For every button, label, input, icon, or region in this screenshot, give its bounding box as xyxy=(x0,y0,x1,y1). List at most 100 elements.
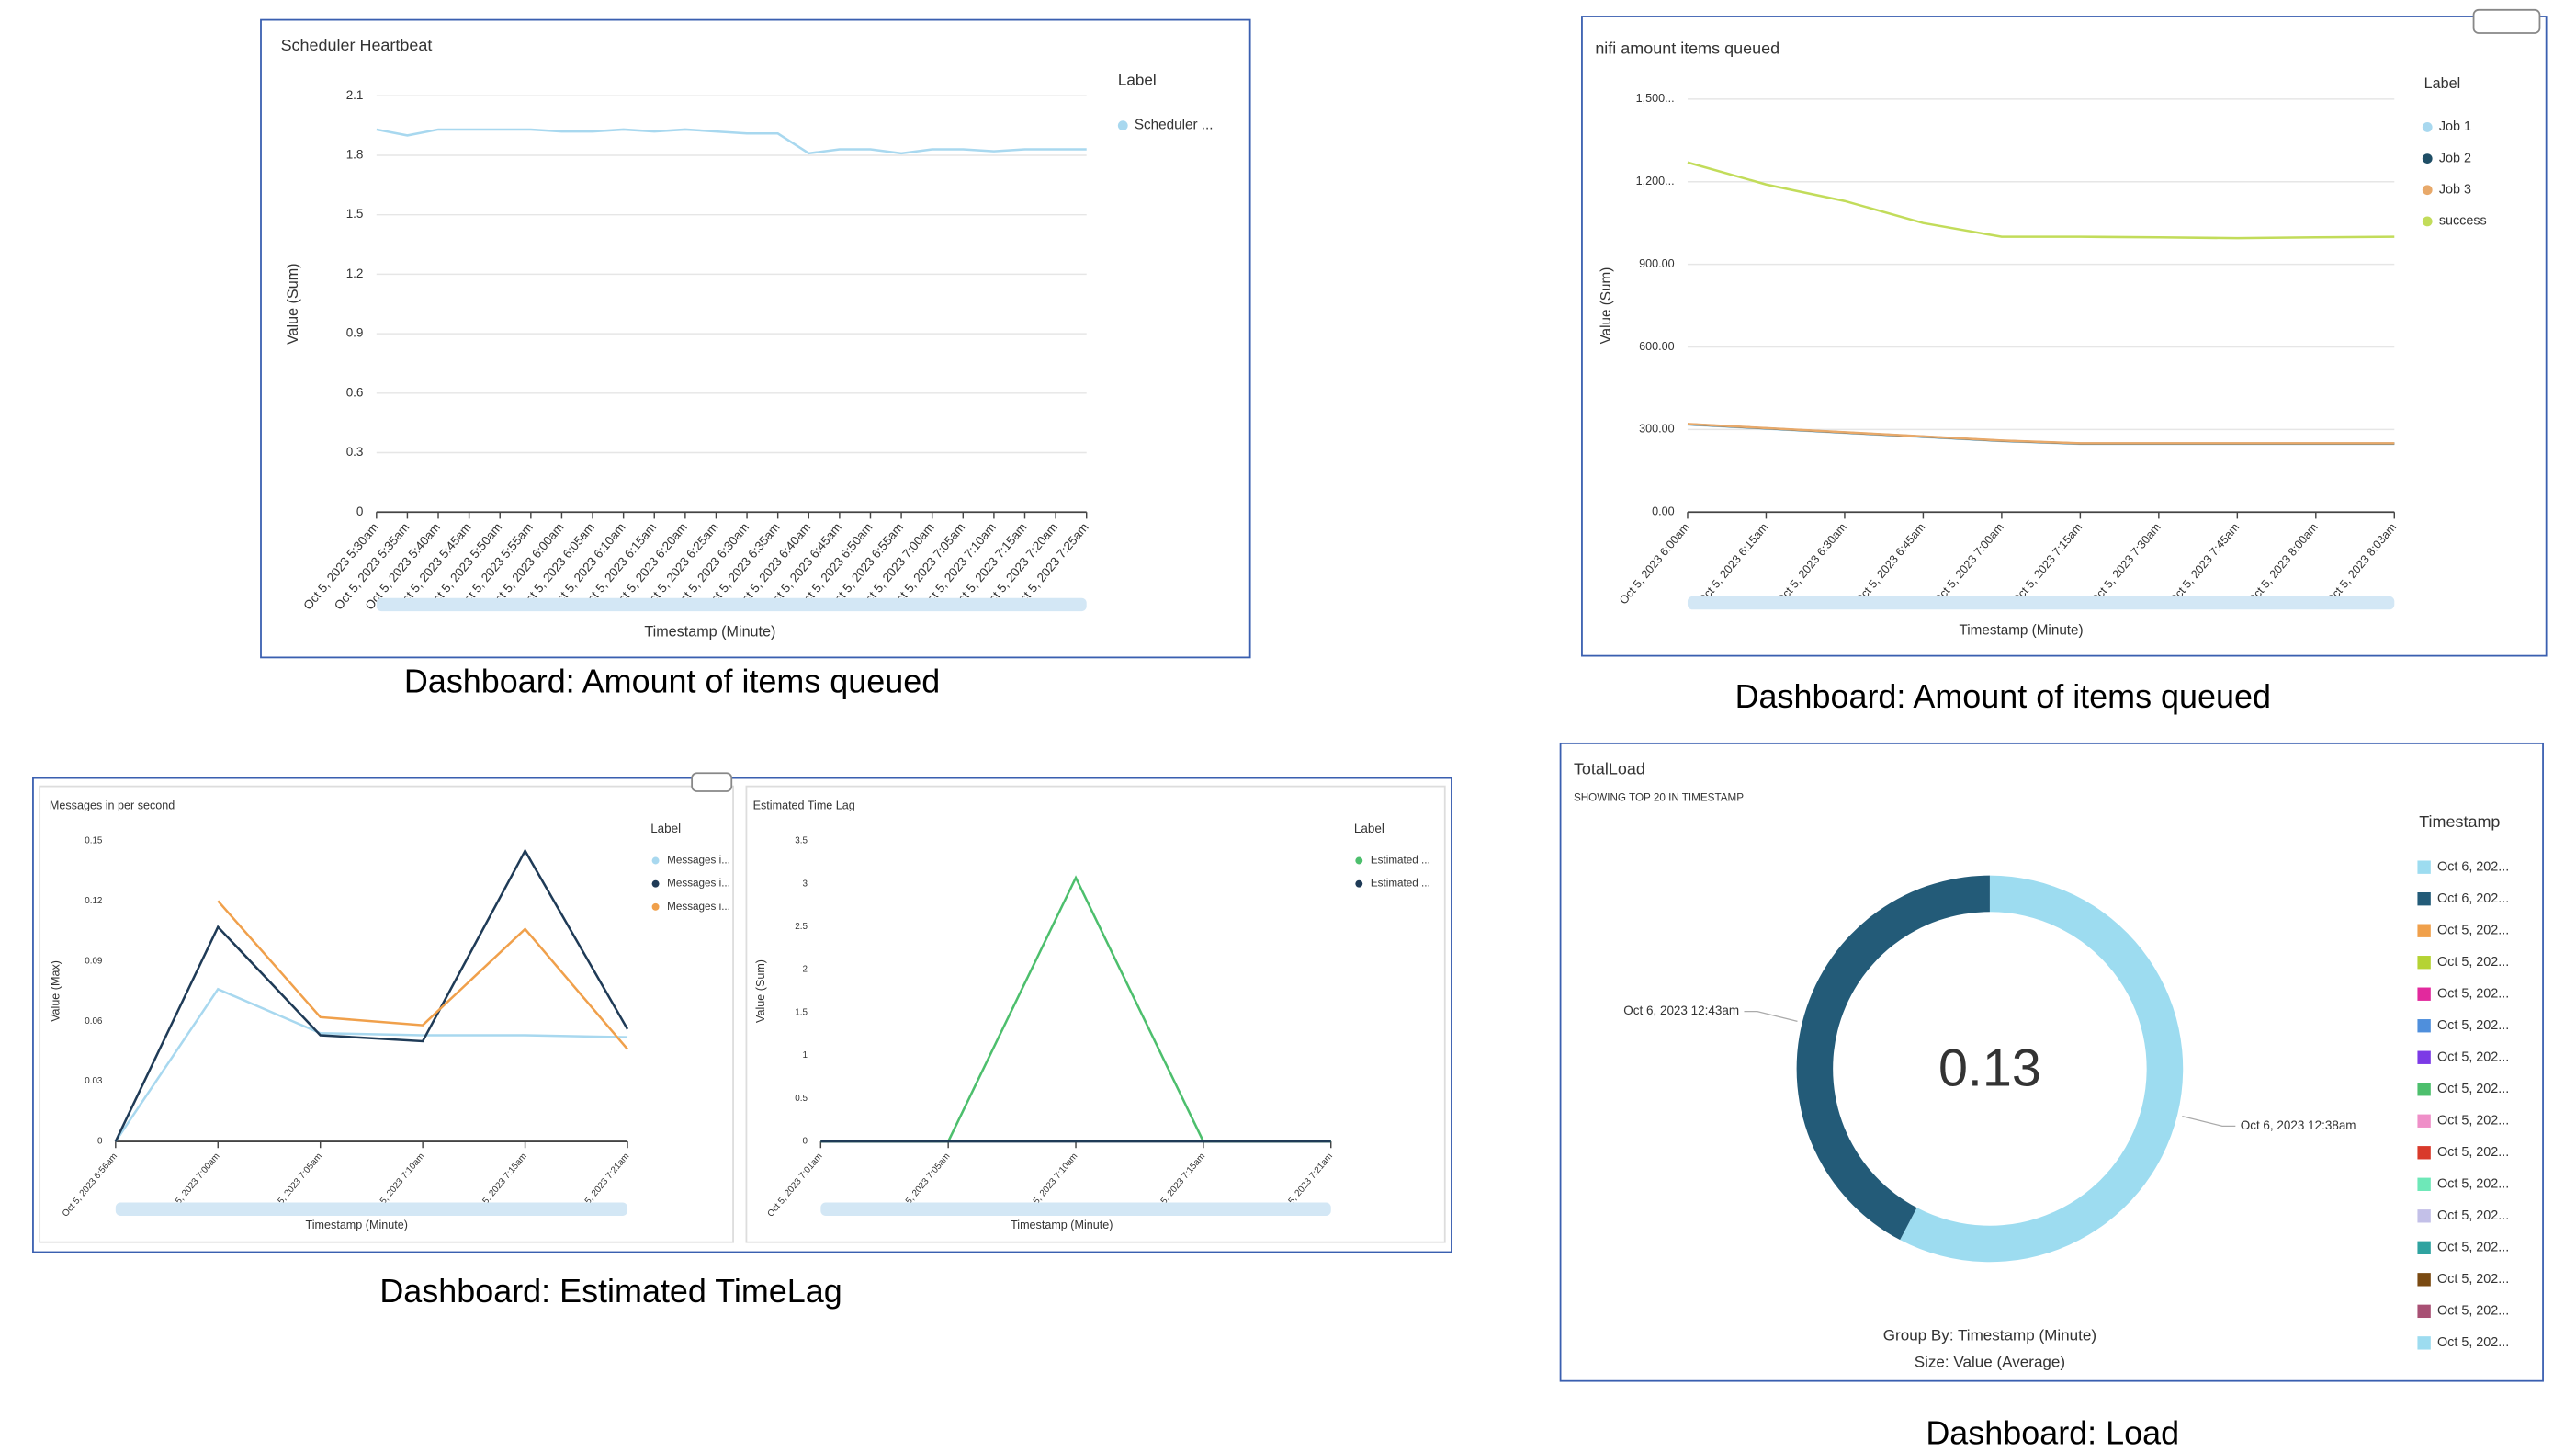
y-tick-label: 0.15 xyxy=(85,836,103,846)
legend-label: success xyxy=(2439,214,2487,229)
y-tick-label: 0.9 xyxy=(346,326,364,340)
legend-swatch xyxy=(2417,987,2431,1001)
y-tick-label: 0.5 xyxy=(795,1094,808,1104)
y-tick-label: 0.06 xyxy=(85,1016,103,1027)
y-tick-label: 600.00 xyxy=(1639,340,1674,353)
y-tick-label: 0.00 xyxy=(1652,505,1674,518)
y-tick-label: 300.00 xyxy=(1639,423,1674,436)
legend-swatch xyxy=(2422,185,2433,196)
scrollbar[interactable] xyxy=(820,1202,1331,1216)
legend-label: Oct 5, 202... xyxy=(2437,1050,2509,1065)
legend-swatch xyxy=(1355,879,1363,888)
legend-label: Oct 5, 202... xyxy=(2437,1208,2509,1223)
legend-swatch xyxy=(2417,1083,2431,1096)
legend-swatch xyxy=(2417,1146,2431,1160)
footer-text: Size: Value (Average) xyxy=(1915,1353,2065,1370)
legend-swatch xyxy=(651,902,660,911)
chart-title: nifi amount items queued xyxy=(1595,40,1779,58)
inner-panel xyxy=(39,785,734,1243)
y-tick-label: 1,200... xyxy=(1636,175,1675,187)
legend-label: Scheduler ... xyxy=(1135,118,1214,133)
legend-swatch xyxy=(2417,956,2431,970)
callout-label: Oct 6, 2023 12:38am xyxy=(2241,1118,2356,1132)
legend-label: Oct 5, 202... xyxy=(2437,1082,2509,1096)
legend-label: Oct 5, 202... xyxy=(2437,1304,2509,1319)
series-line xyxy=(114,848,629,1142)
y-tick-label: 0 xyxy=(802,1137,808,1147)
caption: Dashboard: Amount of items queued xyxy=(404,663,940,700)
legend-swatch xyxy=(2417,924,2431,937)
legend-title: Label xyxy=(650,822,681,835)
legend-swatch xyxy=(2417,892,2431,906)
legend-swatch xyxy=(2417,1336,2431,1350)
panel-menu-button[interactable] xyxy=(691,772,733,792)
caption: Dashboard: Amount of items queued xyxy=(1735,677,2271,715)
legend-label: Job 2 xyxy=(2439,151,2471,165)
legend-swatch xyxy=(2417,1304,2431,1319)
legend-swatch xyxy=(2417,860,2431,874)
panel-frame xyxy=(32,777,1452,1253)
legend-title: Label xyxy=(2424,75,2461,92)
x-axis-label: Timestamp (Minute) xyxy=(1959,623,2083,639)
y-tick-label: 1.2 xyxy=(346,267,364,280)
y-tick-label: 0.6 xyxy=(346,385,364,399)
legend-swatch xyxy=(2417,1273,2431,1287)
panel-frame xyxy=(1559,742,2544,1382)
panel-frame xyxy=(1581,16,2548,657)
series-line xyxy=(114,987,628,1142)
y-tick-label: 1 xyxy=(802,1050,808,1061)
legend-label: Messages i... xyxy=(667,901,730,913)
panel-menu-button[interactable] xyxy=(2472,8,2541,34)
legend-label: Oct 5, 202... xyxy=(2437,1145,2509,1160)
x-axis-label: Timestamp (Minute) xyxy=(644,624,775,641)
y-tick-label: 0.12 xyxy=(85,896,102,906)
y-tick-label: 0.09 xyxy=(85,956,103,966)
footer-text: Group By: Timestamp (Minute) xyxy=(1883,1327,2096,1344)
caption: Dashboard: Load xyxy=(1926,1413,2179,1451)
legend-label: Oct 5, 202... xyxy=(2437,987,2509,1002)
legend-label: Oct 6, 202... xyxy=(2437,891,2509,906)
y-tick-label: 1.8 xyxy=(346,148,364,162)
legend-swatch xyxy=(2422,153,2433,164)
legend-label: Oct 5, 202... xyxy=(2437,1177,2509,1192)
y-tick-label: 0 xyxy=(97,1137,103,1147)
legend-swatch xyxy=(2417,1114,2431,1128)
chart-title: Estimated Time Lag xyxy=(753,800,855,812)
center-value: 0.13 xyxy=(1938,1039,2041,1098)
series-line xyxy=(1687,161,2395,240)
y-axis-label: Value (Sum) xyxy=(285,263,301,345)
legend-swatch xyxy=(2417,1209,2431,1223)
series-line xyxy=(1687,423,2395,445)
chart-subtitle: SHOWING TOP 20 IN TIMESTAMP xyxy=(1574,791,1744,803)
scrollbar[interactable] xyxy=(115,1202,628,1216)
y-tick-label: 0.3 xyxy=(346,445,364,459)
legend-swatch xyxy=(651,879,660,888)
legend-swatch xyxy=(2422,216,2433,227)
callout-line xyxy=(1744,1010,1798,1022)
legend-label: Messages i... xyxy=(667,878,730,890)
legend-label: Oct 6, 202... xyxy=(2437,859,2509,874)
y-tick-label: 0.03 xyxy=(85,1076,103,1086)
y-tick-label: 2 xyxy=(802,965,808,975)
legend-label: Estimated ... xyxy=(1371,878,1430,890)
legend-swatch xyxy=(1117,120,1128,131)
legend-label: Oct 5, 202... xyxy=(2437,1018,2509,1033)
y-tick-label: 1.5 xyxy=(346,207,364,221)
legend-label: Oct 5, 202... xyxy=(2437,1241,2509,1255)
caption: Dashboard: Estimated TimeLag xyxy=(379,1272,842,1310)
legend-swatch xyxy=(2417,1019,2431,1033)
scrollbar[interactable] xyxy=(376,597,1087,612)
legend-swatch xyxy=(1355,856,1363,865)
legend-swatch xyxy=(2417,1177,2431,1191)
legend-swatch xyxy=(651,856,660,865)
legend-label: Oct 5, 202... xyxy=(2437,1114,2509,1129)
y-tick-label: 3 xyxy=(802,879,808,889)
legend-label: Job 1 xyxy=(2439,119,2471,134)
callout-line xyxy=(2182,1115,2236,1127)
series-line xyxy=(217,900,628,1050)
scrollbar[interactable] xyxy=(1687,596,2395,610)
chart-title: TotalLoad xyxy=(1574,759,1645,777)
chart-title: Scheduler Heartbeat xyxy=(281,36,433,54)
